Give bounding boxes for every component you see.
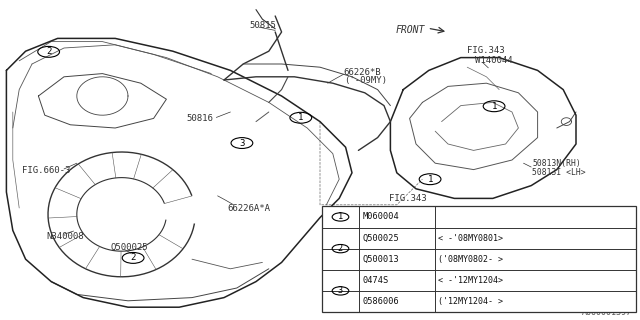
Text: 50816: 50816: [187, 114, 214, 123]
Text: ('-09MY): ('-09MY): [344, 76, 387, 85]
Text: 50813N(RH): 50813N(RH): [532, 159, 581, 168]
Text: 66226*B: 66226*B: [344, 68, 381, 76]
Text: ('12MY1204- >: ('12MY1204- >: [438, 297, 503, 306]
Text: < -'08MY0801>: < -'08MY0801>: [438, 234, 503, 243]
Text: 1: 1: [428, 175, 433, 184]
Text: 1: 1: [298, 113, 303, 122]
Text: 0474S: 0474S: [363, 276, 389, 285]
Text: FIG.343: FIG.343: [467, 46, 505, 55]
Text: FIG.660-3: FIG.660-3: [22, 166, 70, 175]
Text: A660001397: A660001397: [582, 308, 632, 317]
Text: 66226A*A: 66226A*A: [227, 204, 270, 213]
Text: W140044: W140044: [475, 56, 513, 65]
Text: < -'12MY1204>: < -'12MY1204>: [438, 276, 503, 285]
Text: 2: 2: [338, 244, 343, 253]
Text: 3: 3: [239, 139, 244, 148]
Text: 50815: 50815: [250, 21, 276, 30]
Text: M060004: M060004: [363, 212, 399, 221]
Text: 2: 2: [46, 47, 51, 56]
Text: 50813I <LH>: 50813I <LH>: [532, 168, 586, 177]
Text: Q500025: Q500025: [111, 243, 148, 252]
Text: 2: 2: [131, 253, 136, 262]
Text: ('08MY0802- >: ('08MY0802- >: [438, 255, 503, 264]
Text: FIG.343: FIG.343: [389, 194, 427, 203]
Text: 1: 1: [338, 212, 343, 221]
Text: N340008: N340008: [46, 232, 84, 241]
Text: Q500013: Q500013: [363, 255, 399, 264]
Text: 1: 1: [492, 102, 497, 111]
Text: 3: 3: [338, 286, 343, 295]
Text: Q500025: Q500025: [363, 234, 399, 243]
Text: 0586006: 0586006: [363, 297, 399, 306]
FancyBboxPatch shape: [322, 206, 636, 312]
Text: FRONT: FRONT: [396, 25, 425, 36]
